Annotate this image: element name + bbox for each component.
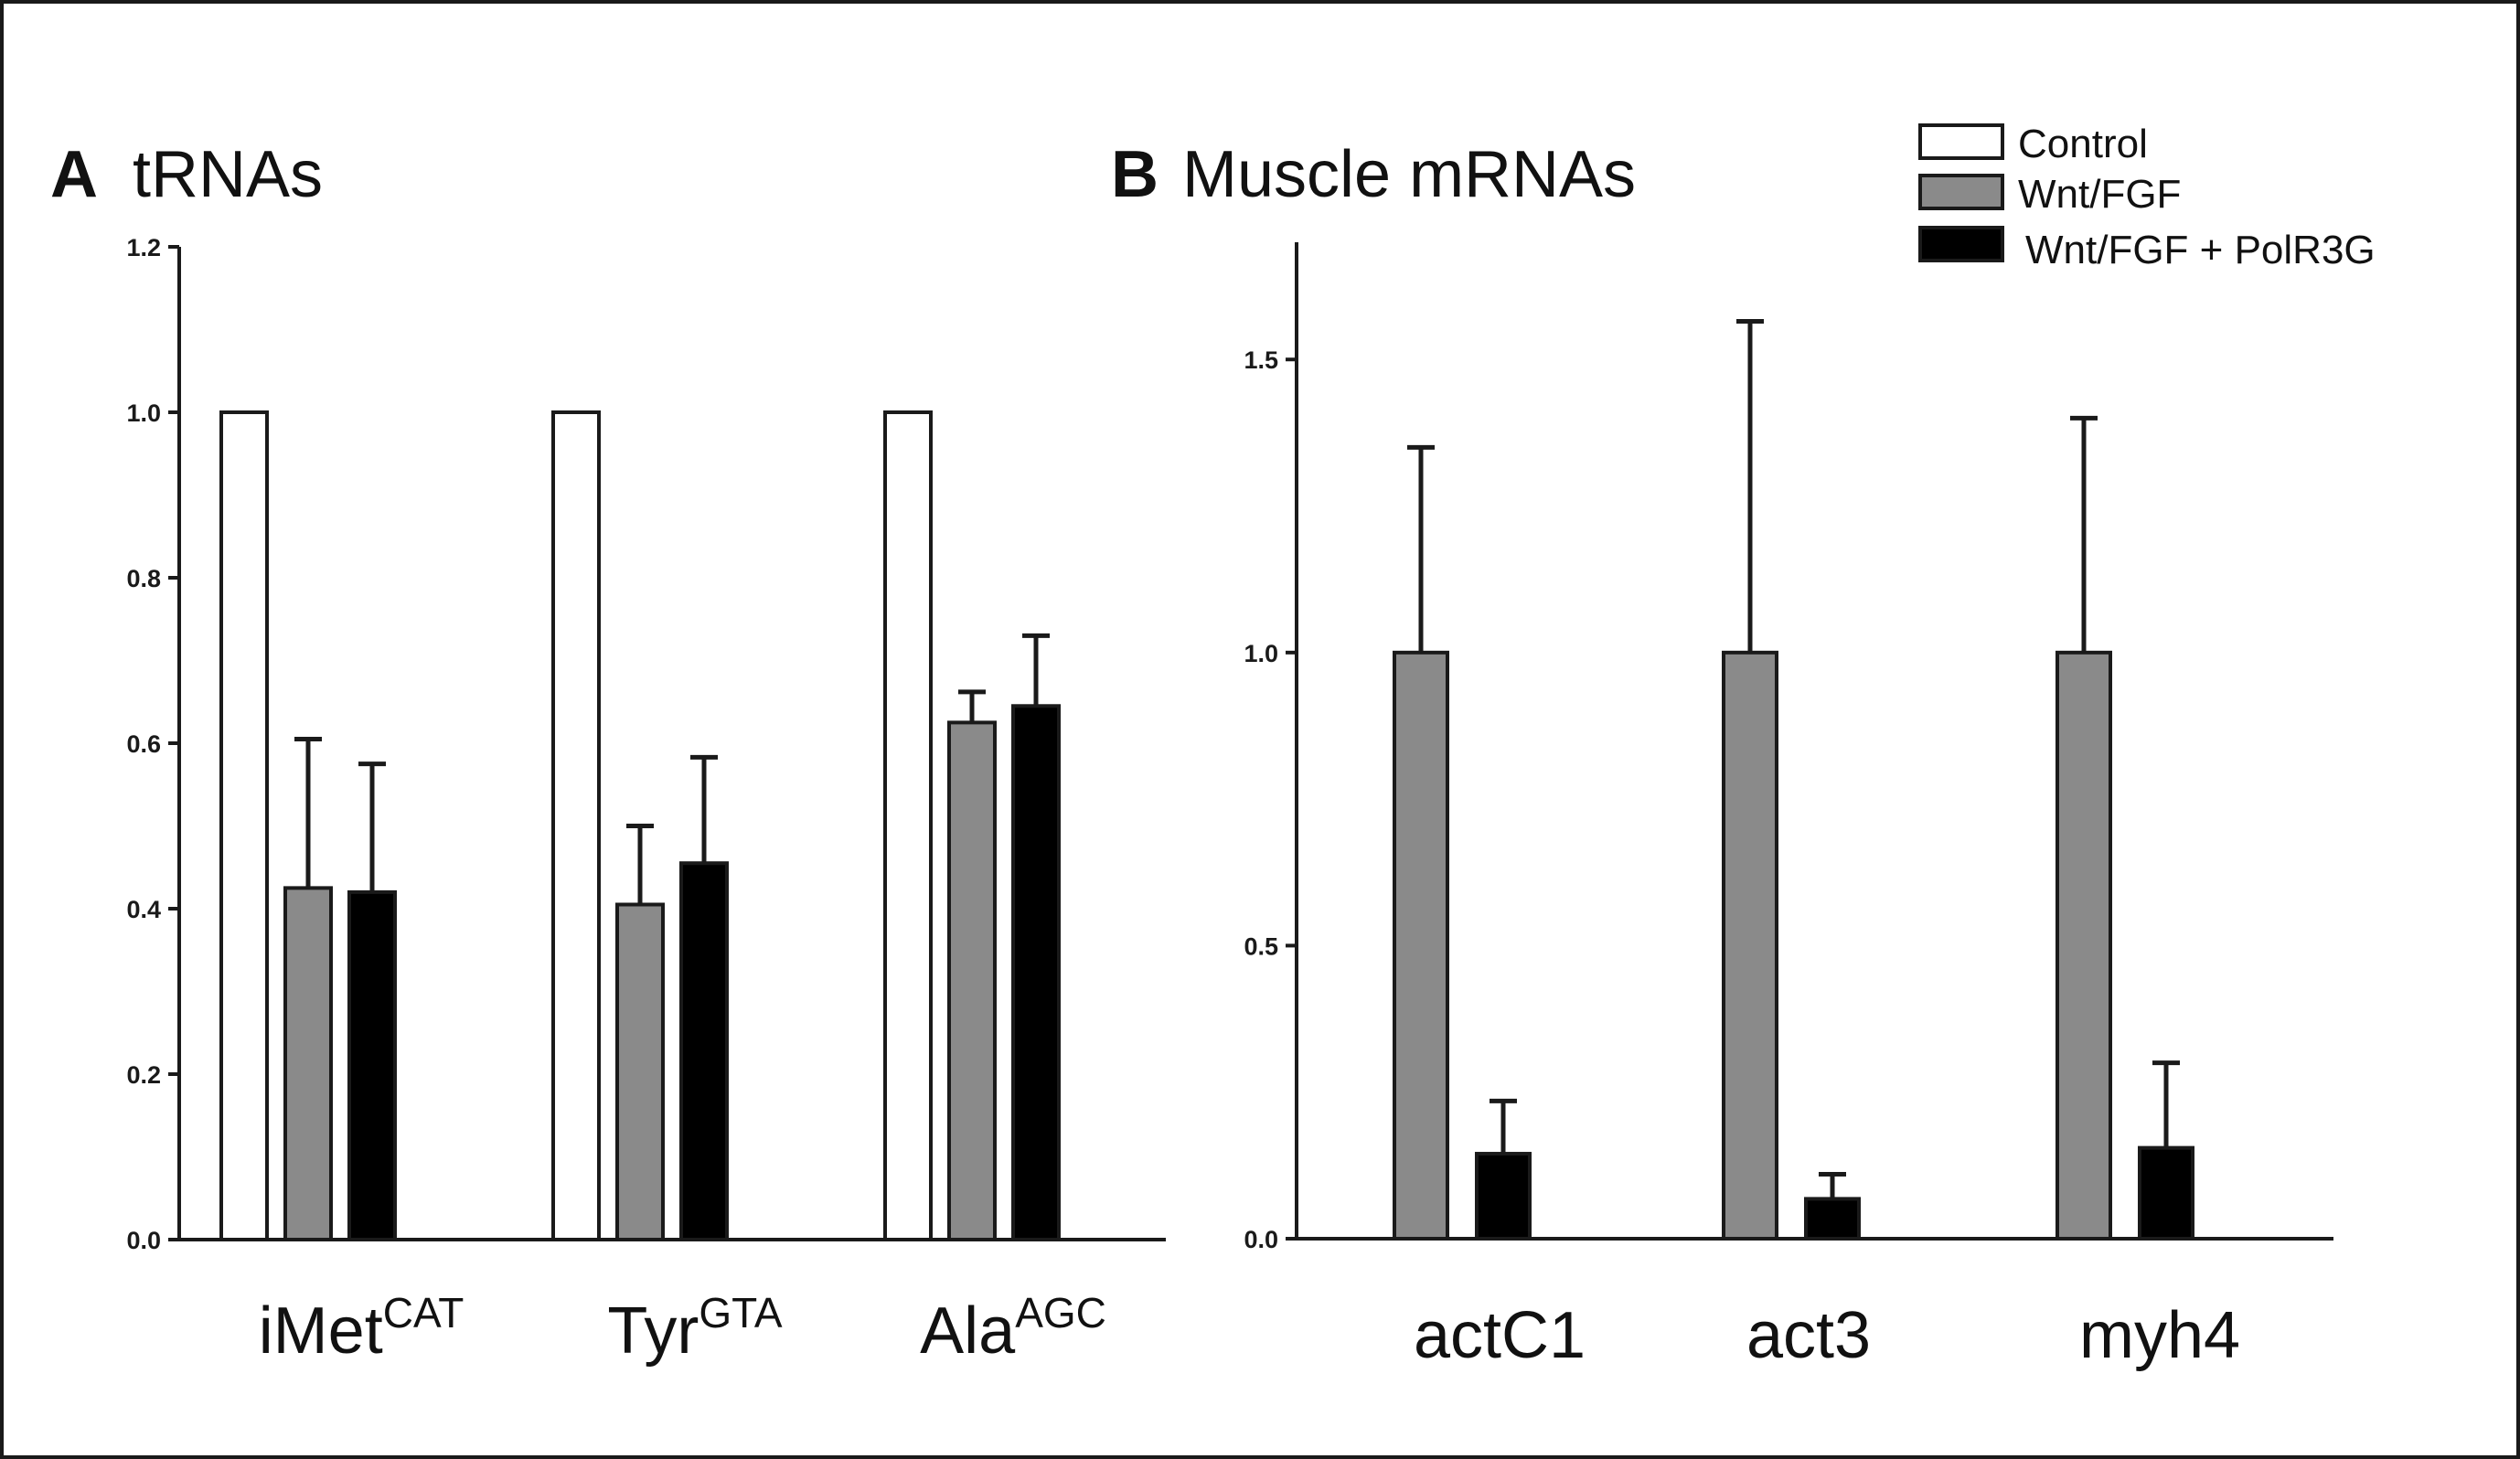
panel-a-y-tick-label: 0.6 [126,730,161,758]
panel-a-category-label-imet: iMetCAT [259,1289,464,1368]
panel-a-title: tRNAs [133,138,323,211]
panel-a-y-tick-label: 1.2 [126,234,161,261]
panel-a-category-label-ala: AlaAGC [920,1289,1106,1368]
panel-b-category-label-myh4: myh4 [2079,1299,2240,1372]
panel-b-category-label-actc1: actC1 [1414,1299,1586,1372]
legend: Control Wnt/FGF Wnt/FGF + PolR3G [1918,122,2376,272]
panel-a-bar-wnt-fgf-ala [947,720,997,1241]
panel-a-y-tick-label: 0.8 [126,565,161,592]
panel-a-bar-wnt-fgf-polr3g-imet [347,889,397,1242]
panel-a-bar-wnt-fgf-polr3g-tyr [679,861,729,1241]
panel-b-bar-wnt-fgf-polr3g-actc1 [1475,1152,1532,1241]
panel-b-bar-wnt-fgf-act3 [1722,650,1778,1241]
panel-a-bar-control-imet [219,410,269,1241]
panel-b-title: Muscle mRNAs [1182,138,1636,211]
legend-swatch-wnt-fgf [1918,174,2004,210]
legend-label-control: Control [2018,122,2148,166]
panel-a-bar-wnt-fgf-imet [283,886,333,1241]
panel-a-y-tick-label: 1.0 [126,399,161,427]
panel-b-y-tick-label: 1.0 [1244,640,1278,667]
panel-a-y-tick-label: 0.0 [126,1227,161,1254]
panel-b-bar-wnt-fgf-polr3g-myh4 [2138,1145,2194,1241]
panel-b-chart: B Muscle mRNAs 0.0 0.5 1.0 1.5 actC1 act3 myh4 [1111,138,2333,1372]
panel-a-bar-control-ala [883,410,933,1241]
panel-a-bar-control-tyr [551,410,601,1241]
panel-b-bar-wnt-fgf-polr3g-act3 [1804,1197,1861,1241]
panel-a-y-tick-label: 0.2 [126,1061,161,1089]
panel-a-category-label-tyr: TyrGTA [607,1289,782,1368]
panel-b-category-label-act3: act3 [1746,1299,1871,1372]
panel-b-bar-wnt-fgf-actc1 [1393,650,1449,1241]
panel-a-bar-wnt-fgf-polr3g-ala [1011,704,1061,1241]
panel-b-y-tick-label: 1.5 [1244,346,1278,374]
legend-swatch-control [1918,123,2004,160]
legend-label-wnt-fgf-polr3g: Wnt/FGF + PolR3G [2025,228,2376,272]
panel-b-bar-wnt-fgf-myh4 [2056,650,2112,1241]
panel-b-letter: B [1111,138,1159,211]
legend-swatch-wnt-fgf-polr3g [1918,226,2004,262]
legend-label-wnt-fgf: Wnt/FGF [2018,172,2181,217]
panel-b-y-tick-label: 0.0 [1244,1226,1278,1253]
panel-b-y-tick-label: 0.5 [1244,932,1278,960]
panel-a-y-tick-label: 0.4 [126,896,161,923]
panel-a-letter: A [50,138,98,211]
panel-a-bar-wnt-fgf-tyr [615,902,665,1241]
